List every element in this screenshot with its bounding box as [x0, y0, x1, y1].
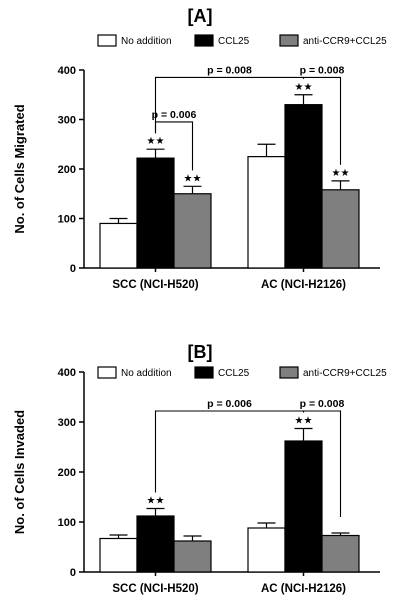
bar-anti-ccr9: [321, 189, 360, 269]
y-tick-label: 200: [58, 164, 76, 176]
y-tick-label: 200: [58, 467, 76, 479]
panel-label: [A]: [188, 6, 213, 26]
bar-no-addition: [247, 156, 286, 269]
significance-stars: ★★: [147, 136, 165, 147]
significance-stars: ★★: [332, 168, 350, 179]
p-value-label: p = 0.006: [152, 109, 197, 121]
y-tick-label: 0: [70, 263, 76, 275]
significance-stars: ★★: [184, 173, 202, 184]
significance-bracket: [302, 76, 342, 165]
y-tick-label: 0: [70, 567, 76, 579]
bar-ccl25: [136, 515, 175, 573]
y-tick-label: 100: [58, 214, 76, 226]
significance-bracket: [154, 76, 305, 134]
legend-swatch: [194, 366, 214, 379]
legend-swatch: [194, 34, 214, 47]
y-tick-label: 300: [58, 115, 76, 127]
y-tick-label: 300: [58, 417, 76, 429]
legend-swatch: [279, 366, 299, 379]
p-value-label: p = 0.008: [300, 64, 345, 76]
category-label: SCC (NCI-H520): [112, 279, 198, 291]
legend-label: No addition: [121, 368, 172, 379]
bar-anti-ccr9: [173, 540, 212, 573]
bar-ccl25: [284, 440, 323, 573]
category-label: AC (NCI-H2126): [261, 583, 346, 595]
significance-bracket: [302, 410, 342, 517]
significance-bracket: [154, 410, 305, 493]
significance-stars: ★★: [147, 496, 165, 507]
legend-label: anti-CCR9+CCL25: [303, 36, 387, 47]
panel-label: [B]: [188, 342, 213, 362]
p-value-label: p = 0.008: [300, 398, 345, 410]
legend-swatch: [279, 34, 299, 47]
legend-swatch: [97, 34, 117, 47]
bar-ccl25: [284, 104, 323, 269]
y-tick-label: 400: [58, 367, 76, 379]
y-axis-label: No. of Cells Invaded: [12, 410, 27, 534]
legend-label: CCL25: [218, 368, 250, 379]
category-label: AC (NCI-H2126): [261, 279, 346, 291]
y-tick-label: 400: [58, 65, 76, 77]
bar-no-addition: [99, 537, 138, 573]
bar-ccl25: [136, 157, 175, 269]
significance-stars: ★★: [295, 416, 313, 427]
category-label: SCC (NCI-H520): [112, 583, 198, 595]
bar-anti-ccr9: [321, 534, 360, 573]
bar-no-addition: [99, 222, 138, 269]
legend-label: anti-CCR9+CCL25: [303, 368, 387, 379]
legend-label: CCL25: [218, 36, 250, 47]
p-value-label: p = 0.008: [207, 64, 252, 76]
y-tick-label: 100: [58, 517, 76, 529]
y-axis-label: No. of Cells Migrated: [12, 104, 27, 233]
legend-label: No addition: [121, 36, 172, 47]
bar-no-addition: [247, 527, 286, 573]
significance-stars: ★★: [295, 82, 313, 93]
legend-swatch: [97, 366, 117, 379]
bar-anti-ccr9: [173, 193, 212, 269]
p-value-label: p = 0.006: [207, 398, 252, 410]
